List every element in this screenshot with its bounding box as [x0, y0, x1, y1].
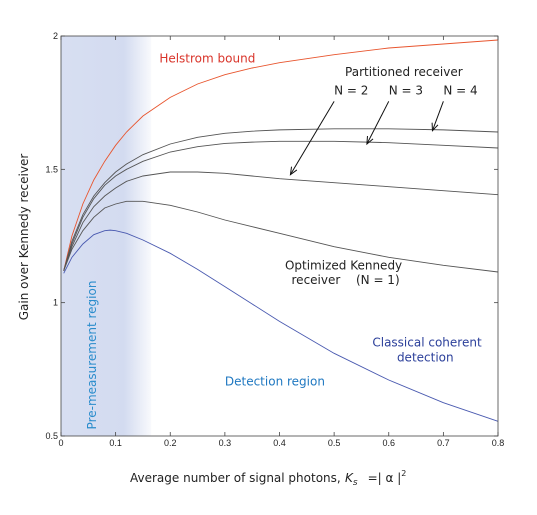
- annotation-4: N = 4: [443, 84, 477, 98]
- annotation-8: Classical coherent: [372, 336, 482, 350]
- x-tick-label: 0: [58, 438, 63, 448]
- plot-area: Pre-measurement region: [61, 36, 499, 436]
- series-line-1: [63, 128, 499, 271]
- x-tick-label: 0.5: [328, 438, 341, 448]
- arrow-shaft-1: [366, 101, 390, 145]
- axes: 0 0.1 0.2 0.3 0.4 0.5 0.6 0.7 0.8 0.5 1 1.5 2: [45, 31, 504, 448]
- annotation-10: Detection region: [225, 374, 325, 388]
- x-axis-math-symbol: K: [345, 471, 354, 485]
- pre-measurement-shade: [61, 36, 152, 436]
- annotation-0: Helstrom bound: [159, 52, 255, 66]
- pre-measurement-label: Pre-measurement region: [85, 281, 99, 430]
- x-tick-label: 0.8: [492, 438, 505, 448]
- x-axis-math-sup: 2: [401, 469, 406, 478]
- x-tick-label: 0.6: [382, 438, 395, 448]
- x-tick-label: 0.7: [437, 438, 450, 448]
- series-line-2: [63, 140, 499, 271]
- y-tick-label: 0.5: [45, 431, 58, 441]
- series-line-3: [63, 171, 499, 271]
- y-axis-title: Gain over Kennedy receiver: [17, 154, 31, 321]
- x-tick-label: 0.2: [164, 438, 177, 448]
- x-axis-title: Average number of signal photons,: [130, 471, 341, 485]
- annotation-9: detection: [397, 350, 454, 364]
- series-line-5: [63, 229, 499, 422]
- annotation-7: (N = 1): [356, 273, 400, 287]
- arrow-shaft-2: [431, 101, 444, 131]
- y-tick-label: 1: [53, 298, 58, 308]
- arrow-head-0: [289, 166, 298, 176]
- y-tick-label: 2: [53, 31, 58, 41]
- arrow-head-1: [366, 135, 374, 146]
- x-axis-math-eq: =| α |: [368, 471, 402, 485]
- annotation-6: receiver: [292, 273, 341, 287]
- annotation-5: Optimized Kennedy: [285, 258, 402, 272]
- arrow-head-2: [431, 122, 439, 132]
- y-tick-label: 1.5: [45, 164, 58, 174]
- x-axis-math: Ks =| α |2: [345, 469, 406, 488]
- series-line-0: [63, 39, 499, 271]
- x-tick-label: 0.4: [273, 438, 286, 448]
- x-tick-label: 0.1: [109, 438, 122, 448]
- annotation-2: N = 2: [334, 84, 368, 98]
- x-tick-label: 0.3: [219, 438, 232, 448]
- annotations: Helstrom bound Partitioned receiver N = 2 N…: [159, 52, 482, 389]
- annotation-1: Partitioned receiver: [345, 65, 463, 79]
- arrow-shaft-0: [289, 101, 335, 175]
- series-line-4: [63, 200, 499, 273]
- annotation-3: N = 3: [389, 84, 423, 98]
- x-axis-math-subscript: s: [353, 478, 358, 488]
